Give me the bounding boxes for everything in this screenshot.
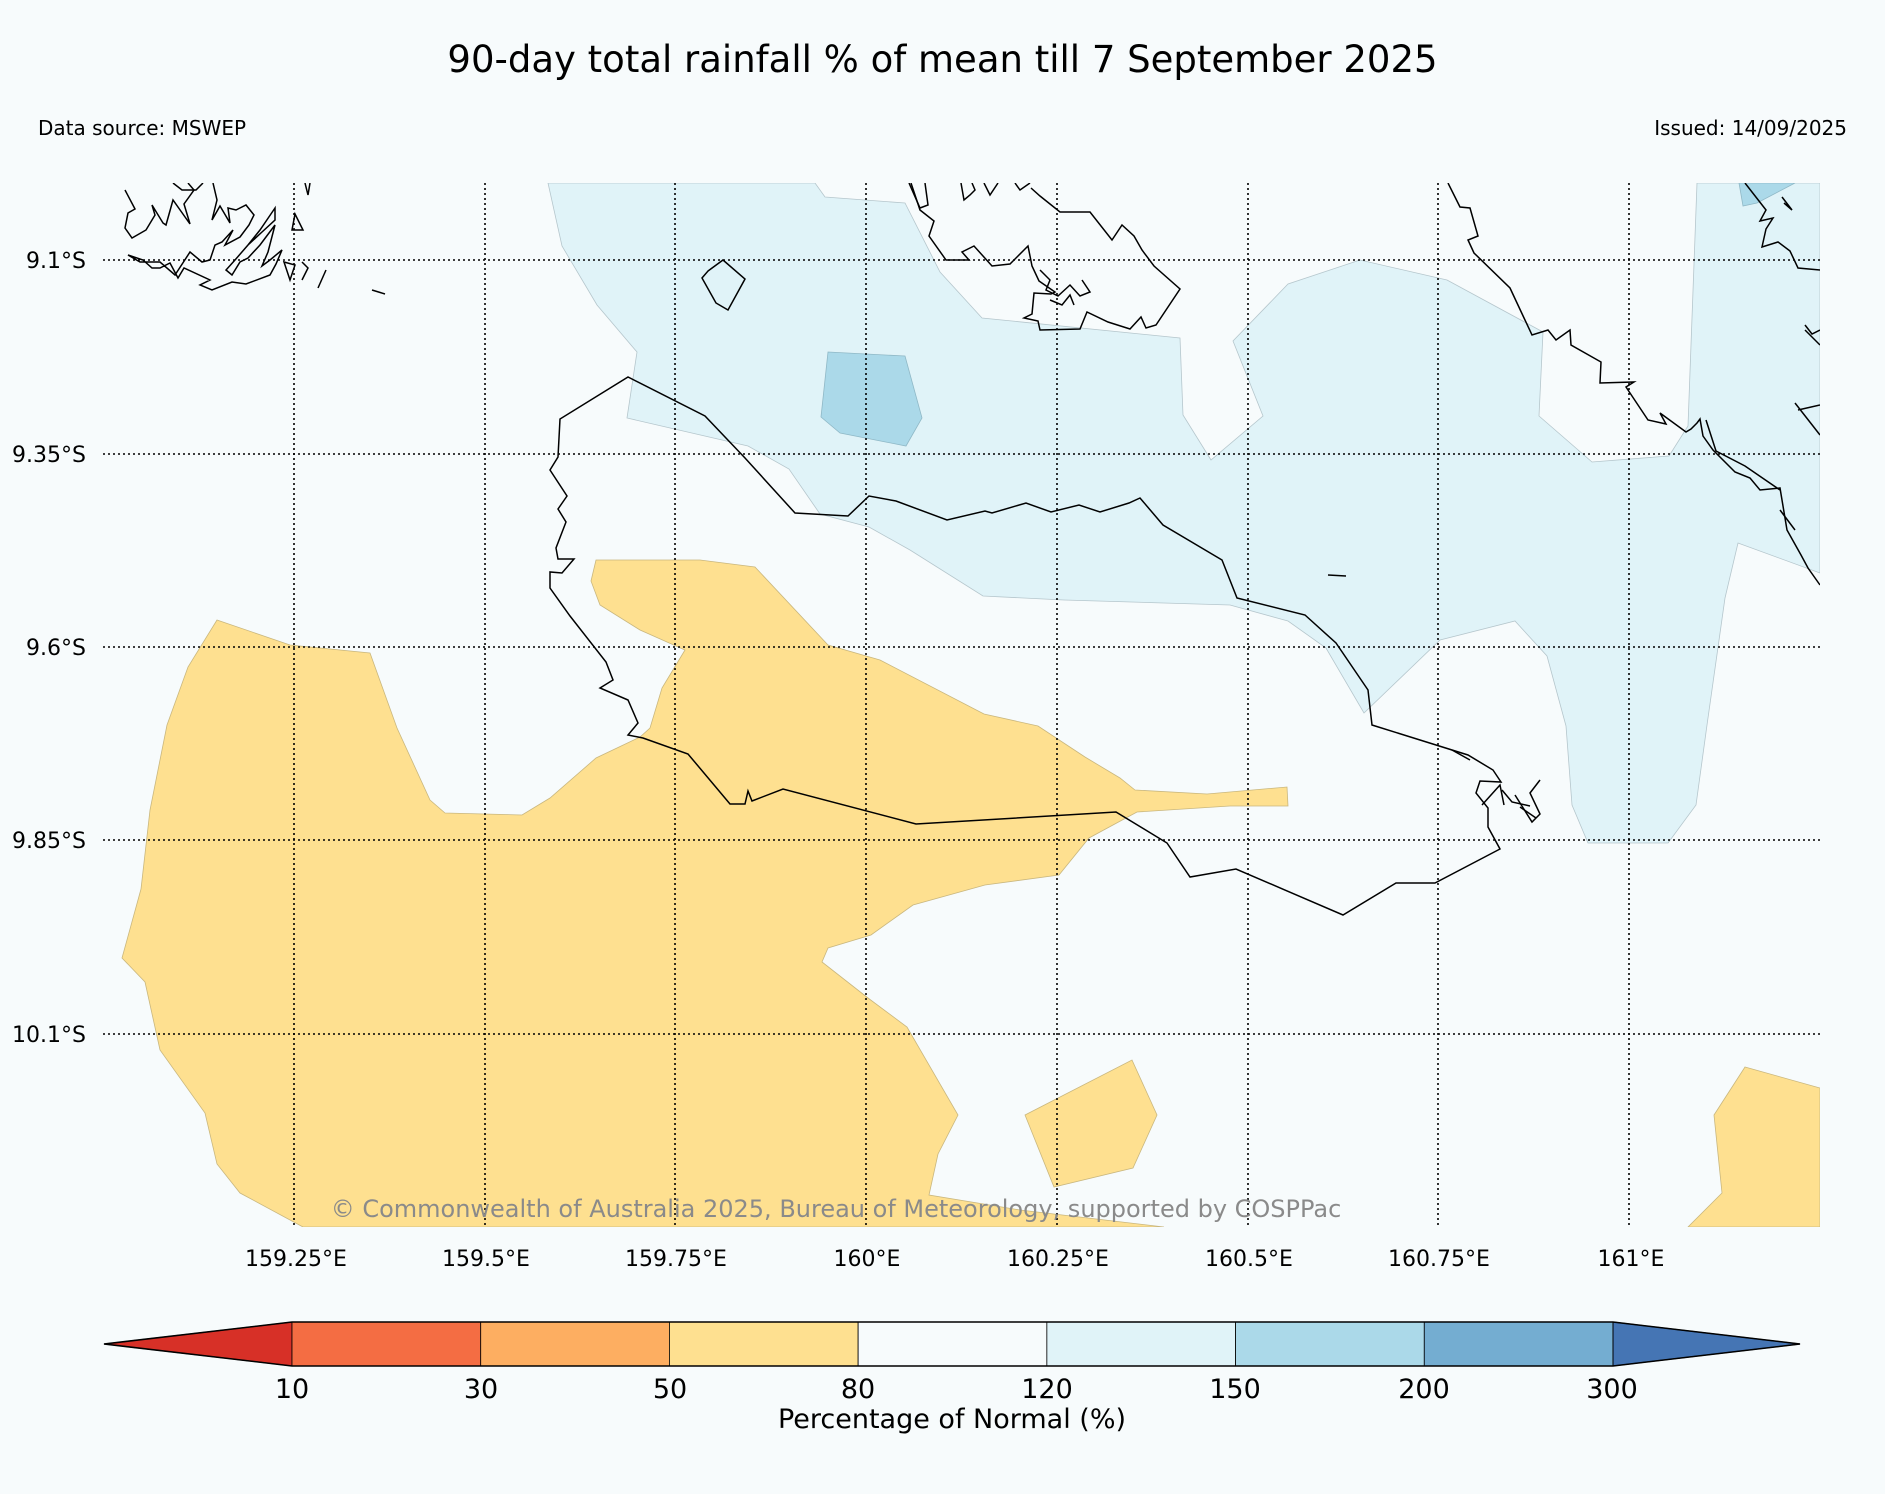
colorbar-extend-high xyxy=(1612,1321,1801,1367)
coastline-savo xyxy=(1447,183,1820,586)
colorbar-tick-label: 50 xyxy=(653,1374,687,1405)
lat-label: 9.85°S xyxy=(12,829,86,854)
colorbar-tick-label: 30 xyxy=(464,1374,498,1405)
colorbar-segment xyxy=(1046,1321,1236,1367)
lon-label: 160°E xyxy=(834,1247,901,1272)
copyright-notice: © Commonwealth of Australia 2025, Bureau… xyxy=(331,1195,1342,1223)
colorbar-tick-label: 120 xyxy=(1021,1374,1073,1405)
colorbar-segment xyxy=(857,1321,1048,1367)
colorbar-tick-label: 150 xyxy=(1209,1374,1261,1405)
lon-label: 159.75°E xyxy=(625,1247,727,1272)
lon-label: 159.5°E xyxy=(442,1247,530,1272)
below-normal-region xyxy=(121,559,1820,1227)
lon-label: 160.25°E xyxy=(1007,1247,1109,1272)
map-title: 90-day total rainfall % of mean till 7 S… xyxy=(447,38,1438,81)
coastlines xyxy=(124,183,1820,916)
colorbar-segment xyxy=(1235,1321,1425,1367)
lat-label: 9.6°S xyxy=(26,636,86,661)
colorbar-label: Percentage of Normal (%) xyxy=(778,1404,1126,1435)
coastline-guadalcanal xyxy=(549,376,1503,916)
data-source-label: Data source: MSWEP xyxy=(38,116,247,140)
lat-label: 9.1°S xyxy=(26,249,86,274)
gridlines xyxy=(103,183,1820,1227)
map-area xyxy=(103,183,1820,1227)
lon-label: 160.5°E xyxy=(1205,1247,1293,1272)
colorbar-segment xyxy=(480,1321,670,1367)
coastline-florida-islands xyxy=(910,183,1181,331)
coastline-santa-isabel xyxy=(124,183,195,239)
colorbar-tick-label: 200 xyxy=(1398,1374,1450,1405)
issued-date-label: Issued: 14/09/2025 xyxy=(1654,116,1847,140)
colorbar-ticks: 10 30 50 80 120 150 200 300 xyxy=(275,1374,1638,1405)
colorbar-segment xyxy=(669,1321,859,1367)
colorbar-extend-low xyxy=(103,1321,293,1367)
lat-label: 9.35°S xyxy=(12,443,86,468)
lon-label: 159.25°E xyxy=(245,1247,347,1272)
colorbar-segment xyxy=(291,1321,482,1367)
colorbar-outline xyxy=(103,1321,1801,1367)
well-above-normal-region xyxy=(820,183,1796,447)
colorbar-tick-label: 300 xyxy=(1586,1374,1638,1405)
colorbar-tick-label: 80 xyxy=(841,1374,875,1405)
colorbar-segment xyxy=(1423,1321,1614,1367)
latitude-labels: 9.1°S 9.35°S 9.6°S 9.85°S 10.1°S xyxy=(12,249,86,1048)
lon-label: 161°E xyxy=(1598,1247,1665,1272)
lat-label: 10.1°S xyxy=(12,1023,86,1048)
lon-label: 160.75°E xyxy=(1388,1247,1490,1272)
colorbar-tick-label: 10 xyxy=(275,1374,309,1405)
longitude-labels: 159.25°E 159.5°E 159.75°E 160°E 160.25°E… xyxy=(245,1247,1664,1272)
colorbar xyxy=(103,1321,1801,1367)
